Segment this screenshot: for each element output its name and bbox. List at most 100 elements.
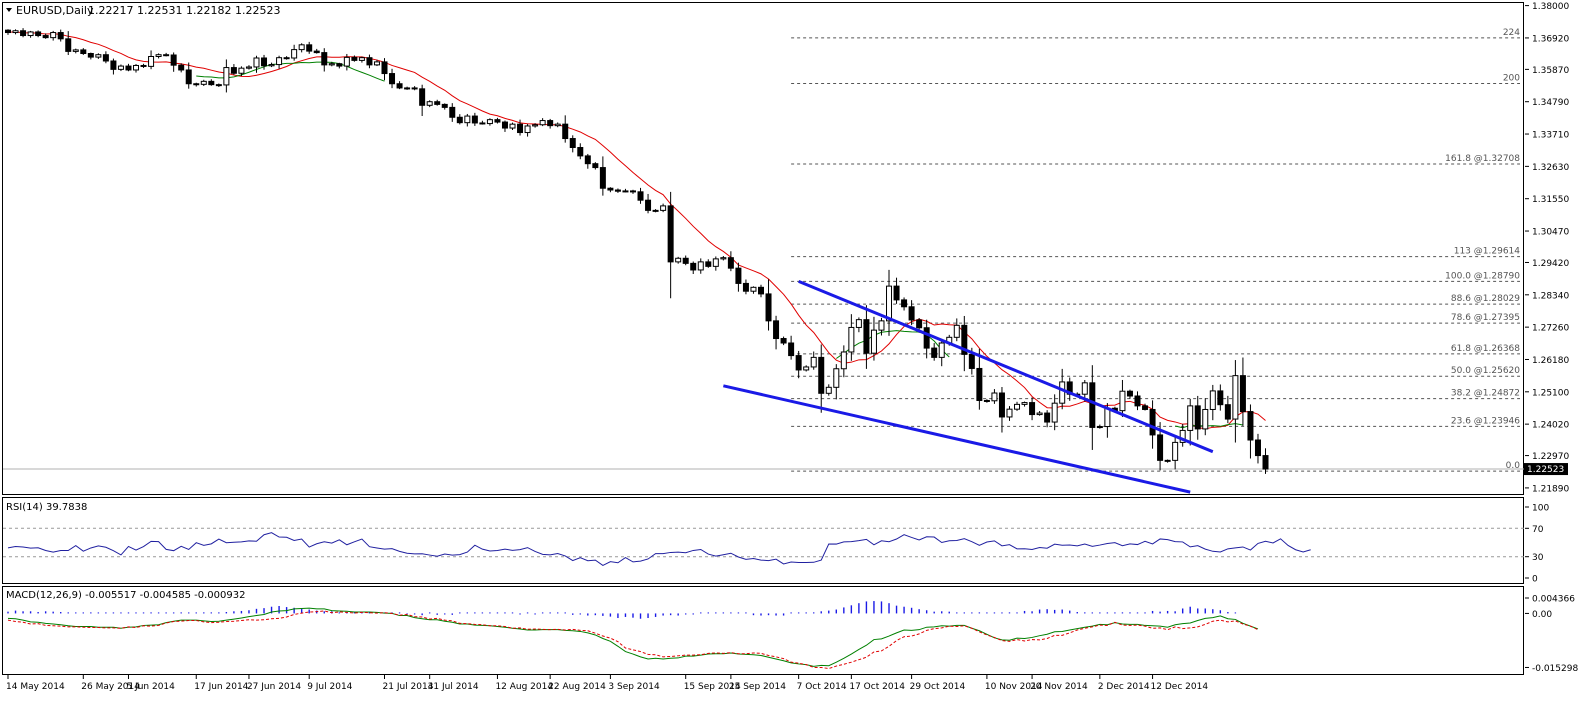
candle-body [742,282,749,292]
candle [901,297,908,311]
candle-body [351,56,358,61]
candle-body [95,54,102,58]
candle [660,203,667,213]
candle [426,100,433,108]
fib-label-9: 38.2 @1.24872 [1451,389,1520,399]
candle [366,54,373,69]
candle [667,191,674,299]
candle [20,28,27,38]
candle-body [1217,390,1224,406]
price-tick-label-7: 1.30470 [1532,228,1569,238]
candle-body [1126,390,1133,397]
ohlc-label: 1.22217 1.22531 1.22182 1.22523 [88,4,280,17]
candle-body [818,356,825,394]
fib-label-5: 88.6 @1.28029 [1451,294,1520,304]
candle [562,115,569,143]
candle [1006,406,1013,421]
rsi-y-axis: 100 70 30 0 [1525,504,1549,585]
candle [373,59,380,67]
date-tick-label-18: 2 Dec 2014 [1098,682,1150,692]
candle [1021,401,1028,407]
candle [614,188,621,193]
candle-body [411,87,418,90]
trendline-upper-channel[interactable] [798,279,1214,454]
rsi-levels [3,527,1525,558]
candle [1126,389,1133,399]
candle [840,345,847,378]
candle-body [193,83,200,86]
candle-body [72,49,79,52]
candle [1029,397,1036,421]
trendline-lower-channel[interactable] [723,384,1191,494]
price-tick-label-13: 1.24020 [1532,421,1569,431]
price-tick-label-14: 1.22970 [1532,452,1569,462]
candle [223,59,230,93]
candle [42,33,49,39]
candle [509,122,516,131]
candle [554,122,561,128]
candle-body [1179,429,1186,443]
trendlines[interactable] [723,279,1214,494]
candle-body [1187,405,1194,431]
candle-body [803,366,810,371]
candle-body [727,257,734,269]
date-tick-label-15: 29 Oct 2014 [910,682,966,692]
candle [825,384,832,396]
candle [102,51,109,64]
candle-body [57,32,64,40]
candle [117,64,124,72]
candle [931,343,938,361]
candle-body [245,66,252,69]
candle-body [366,57,373,66]
candle-body [238,67,245,74]
macd-tick-label-1: 0.00 [1532,610,1552,620]
rsi-tick-label-0: 100 [1532,504,1549,514]
candle-body [840,351,847,370]
candle-body [795,355,802,371]
candle-body [886,285,893,322]
fib-label-1: 200 [1503,73,1520,83]
candle [1202,398,1209,436]
candle [599,156,606,196]
price-panel-frame [2,2,1524,495]
candle-body [1021,402,1028,405]
candle-body [923,327,930,349]
last-price-value: 1.22523 [1527,465,1564,475]
candle-body [306,44,313,52]
fib-label-4: 100.0 @1.28790 [1445,271,1520,281]
candle-body [1051,402,1058,423]
price-tick-label-0: 1.38000 [1532,2,1569,12]
candle [803,365,810,372]
candle-body [682,257,689,264]
candle-body [629,190,636,193]
macd-tick-label-2: -0.015298 [1532,664,1578,674]
candle [788,335,795,360]
candle [1149,400,1156,449]
price-tick-label-1: 1.36920 [1532,34,1569,44]
candle-body [780,338,787,344]
candle [923,319,930,359]
candle [870,316,877,361]
candle [471,112,478,126]
candle [991,389,998,404]
candle-body [1059,381,1066,404]
candle [501,120,508,132]
candle [1247,404,1254,459]
candle [456,114,463,125]
candle-body [449,106,456,118]
candle-body [486,119,493,125]
chevron-down-icon[interactable] [6,8,12,12]
candle [80,48,87,55]
date-tick-label-16: 10 Nov 2014 [985,682,1043,692]
candle [818,344,825,413]
date-tick-label-19: 12 Dec 2014 [1151,682,1209,692]
candle-body [140,64,147,67]
candle-body [690,262,697,271]
candle [253,55,260,73]
candle-body [1089,382,1096,428]
candle [517,119,524,136]
candle [494,117,501,124]
candle-body [991,392,998,402]
